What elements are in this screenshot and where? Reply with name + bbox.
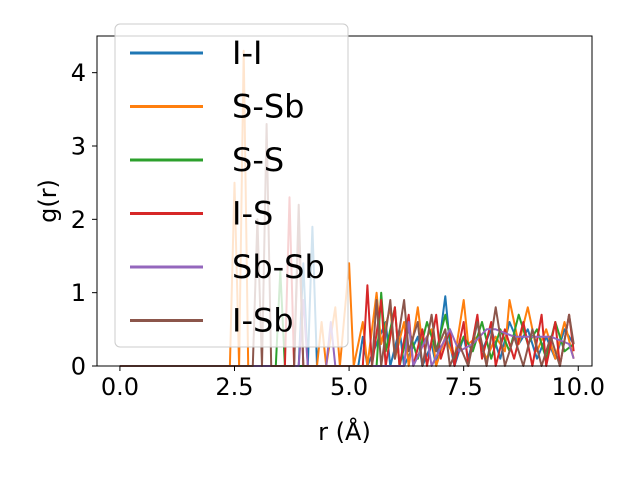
x-tick-label: 2.5 [215, 373, 253, 401]
y-axis-label: g(r) [34, 179, 62, 223]
legend: I-I S-Sb S-S I-S Sb-Sb I-Sb [114, 23, 349, 348]
y-tick-label: 2 [71, 206, 86, 234]
x-tick-label: 0.0 [101, 373, 139, 401]
y-tick-label: 4 [71, 59, 86, 87]
legend-label-s-s: S-S [232, 141, 284, 179]
legend-box [114, 23, 349, 348]
legend-label-sb-sb: Sb-Sb [232, 248, 325, 286]
legend-label-i-sb: I-Sb [232, 302, 294, 340]
y-axis-ticks: 0 1 2 3 4 [71, 59, 97, 381]
legend-label-i-s: I-S [232, 195, 273, 233]
legend-label-s-sb: S-Sb [232, 88, 304, 126]
x-tick-label: 10.0 [552, 373, 605, 401]
x-axis-ticks: 0.0 2.5 5.0 7.5 10.0 [101, 366, 605, 401]
legend-label-i-i: I-I [232, 34, 262, 72]
y-tick-label: 1 [71, 279, 86, 307]
y-tick-label: 0 [71, 353, 86, 381]
x-tick-label: 5.0 [330, 373, 368, 401]
x-tick-label: 7.5 [445, 373, 483, 401]
y-tick-label: 3 [71, 133, 86, 161]
x-axis-label: r (Å) [318, 417, 371, 446]
